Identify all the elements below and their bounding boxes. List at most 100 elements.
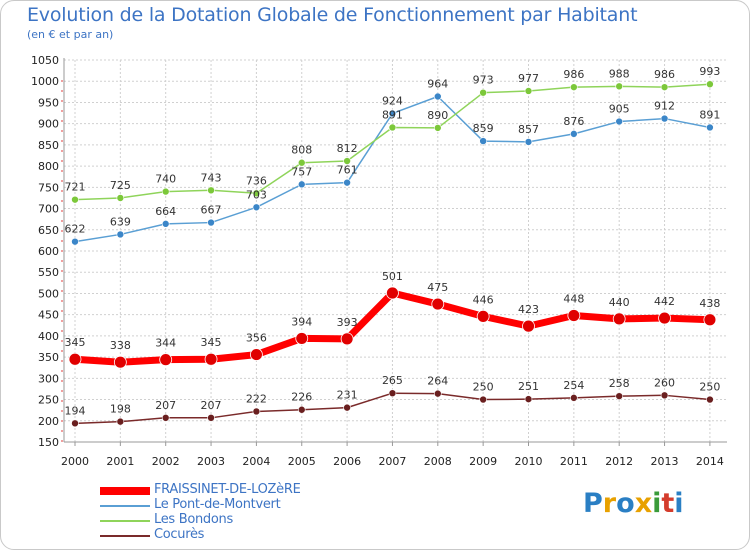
data-label: 761 bbox=[337, 164, 358, 177]
x-tick-label: 2001 bbox=[106, 455, 134, 468]
chart-subtitle: (en € et par an) bbox=[27, 28, 114, 41]
data-label: 905 bbox=[609, 103, 630, 116]
data-label: 194 bbox=[65, 404, 86, 417]
y-tick-label: 900 bbox=[38, 118, 59, 131]
data-point bbox=[660, 83, 669, 91]
data-point bbox=[71, 419, 79, 428]
data-point bbox=[479, 137, 487, 145]
data-label: 251 bbox=[518, 380, 539, 393]
data-label: 258 bbox=[609, 377, 630, 390]
data-label: 338 bbox=[110, 339, 131, 352]
data-point bbox=[297, 405, 306, 414]
data-point bbox=[116, 194, 125, 202]
data-label: 475 bbox=[427, 281, 448, 294]
data-point bbox=[297, 180, 306, 189]
data-label: 891 bbox=[699, 108, 720, 121]
data-point bbox=[161, 414, 170, 422]
data-point bbox=[479, 88, 487, 97]
data-label: 260 bbox=[654, 376, 675, 389]
logo-letter: i bbox=[652, 488, 662, 519]
data-label: 423 bbox=[518, 303, 539, 316]
data-label: 345 bbox=[201, 336, 222, 349]
data-point bbox=[386, 286, 399, 300]
data-label: 265 bbox=[382, 374, 403, 387]
x-tick-label: 2007 bbox=[378, 455, 406, 468]
data-point bbox=[476, 309, 490, 323]
chart-title: Evolution de la Dotation Globale de Fonc… bbox=[27, 4, 638, 26]
data-point bbox=[207, 414, 215, 422]
data-point bbox=[706, 80, 714, 88]
data-label: 808 bbox=[291, 144, 312, 157]
data-label: 859 bbox=[473, 122, 494, 135]
data-label: 250 bbox=[473, 381, 494, 394]
data-point bbox=[343, 178, 351, 187]
logo-letter: x bbox=[634, 488, 653, 519]
data-label: 725 bbox=[110, 179, 131, 192]
data-point bbox=[161, 187, 170, 196]
data-label: 442 bbox=[654, 295, 675, 308]
data-point bbox=[570, 394, 578, 402]
x-tick-label: 2006 bbox=[333, 455, 361, 468]
data-label: 721 bbox=[65, 181, 86, 194]
y-tick-label: 950 bbox=[38, 96, 59, 109]
data-label: 986 bbox=[563, 68, 584, 81]
y-tick-label: 700 bbox=[38, 203, 59, 216]
data-point bbox=[612, 312, 626, 326]
data-point bbox=[207, 218, 215, 227]
x-tick-label: 2003 bbox=[197, 455, 225, 468]
logo-letter: i bbox=[674, 488, 684, 519]
data-label: 198 bbox=[110, 403, 131, 416]
data-label: 757 bbox=[291, 165, 312, 178]
data-label: 890 bbox=[427, 109, 448, 122]
data-label: 924 bbox=[382, 94, 403, 107]
data-point bbox=[159, 353, 173, 367]
data-point bbox=[343, 157, 351, 165]
data-point bbox=[207, 186, 215, 195]
y-tick-label: 300 bbox=[38, 372, 59, 385]
data-label: 622 bbox=[65, 223, 86, 236]
data-label: 438 bbox=[699, 297, 720, 310]
data-point bbox=[660, 391, 669, 400]
data-point bbox=[388, 109, 397, 118]
data-point bbox=[431, 297, 445, 311]
x-tick-label: 2010 bbox=[515, 455, 543, 468]
x-tick-label: 2005 bbox=[288, 455, 316, 468]
logo-letter: o bbox=[616, 488, 635, 519]
data-point bbox=[113, 355, 127, 369]
data-label: 446 bbox=[473, 293, 494, 306]
x-tick-label: 2009 bbox=[469, 455, 497, 468]
data-point bbox=[658, 311, 671, 325]
data-label: 988 bbox=[609, 67, 630, 80]
x-tick-label: 2004 bbox=[242, 455, 270, 468]
y-tick-label: 650 bbox=[38, 224, 59, 237]
data-label: 207 bbox=[201, 399, 222, 412]
data-label: 226 bbox=[291, 391, 312, 404]
data-point bbox=[71, 195, 79, 204]
data-label: 501 bbox=[382, 270, 403, 283]
logo-letter: t bbox=[661, 488, 675, 519]
data-label: 993 bbox=[699, 65, 720, 78]
data-point bbox=[615, 392, 624, 400]
x-tick-label: 2002 bbox=[152, 455, 180, 468]
data-point bbox=[567, 309, 581, 322]
x-tick-label: 2008 bbox=[424, 455, 452, 468]
data-label: 440 bbox=[609, 296, 630, 309]
y-tick-label: 1050 bbox=[31, 54, 59, 67]
data-point bbox=[433, 92, 442, 101]
data-point bbox=[252, 407, 261, 416]
data-label: 667 bbox=[201, 204, 222, 217]
data-label: 254 bbox=[563, 379, 584, 392]
y-tick-label: 350 bbox=[38, 351, 59, 364]
data-point bbox=[703, 313, 717, 327]
legend-swatch bbox=[100, 487, 150, 495]
legend-label: FRAISSINET-DE-LOZèRE bbox=[154, 482, 301, 497]
y-tick-label: 850 bbox=[38, 139, 59, 152]
data-point bbox=[524, 138, 533, 146]
data-point bbox=[340, 332, 354, 346]
data-label: 743 bbox=[201, 171, 222, 184]
data-point bbox=[570, 83, 578, 91]
y-tick-label: 550 bbox=[38, 266, 59, 279]
data-point bbox=[388, 123, 397, 132]
data-label: 664 bbox=[155, 205, 176, 218]
